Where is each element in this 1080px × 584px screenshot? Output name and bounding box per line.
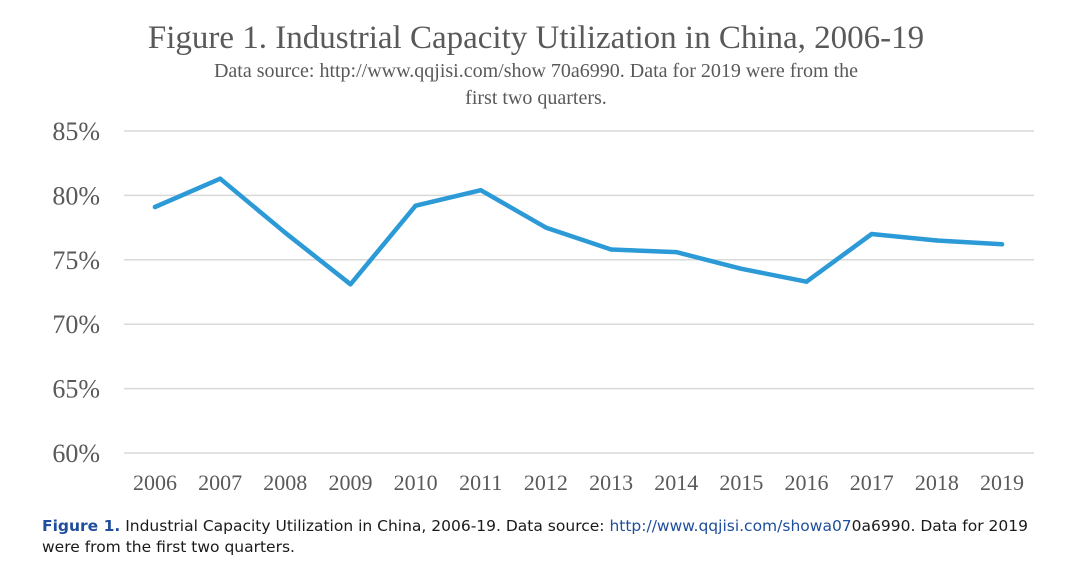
data-point <box>804 279 809 284</box>
series-group <box>152 176 1005 287</box>
x-tick-label: 2013 <box>589 470 633 495</box>
y-tick-label: 75% <box>52 246 100 275</box>
x-tick-label: 2016 <box>785 470 829 495</box>
data-point <box>934 238 940 243</box>
y-axis-ticks: 60% 65% 70% 75% 80% 85% <box>52 117 100 468</box>
data-point <box>478 188 483 193</box>
x-tick-label: 2009 <box>328 470 372 495</box>
data-point <box>739 266 744 272</box>
figure-caption: Figure 1. Industrial Capacity Utilizatio… <box>42 516 1042 558</box>
y-tick-label: 85% <box>52 117 100 146</box>
x-tick-label: 2011 <box>459 470 502 495</box>
gridlines <box>124 130 1034 454</box>
data-point <box>608 247 614 252</box>
y-tick-label: 60% <box>52 439 100 468</box>
x-tick-label: 2008 <box>263 470 307 495</box>
caption-line-2: were from the first two quarters. <box>42 538 295 556</box>
data-point <box>413 203 418 208</box>
data-point <box>674 249 679 255</box>
caption-link[interactable]: http://www.qqjisi.com/showa07 <box>609 517 852 535</box>
caption-text-after-link: 0a6990. Data for 2019 <box>851 517 1028 535</box>
x-tick-label: 2012 <box>524 470 568 495</box>
chart-subtitle-line-1: Data source: http://www.qqjisi.com/show … <box>214 60 858 82</box>
x-tick-label: 2018 <box>915 470 959 495</box>
chart-title: Figure 1. Industrial Capacity Utilizatio… <box>148 20 924 56</box>
caption-text: Industrial Capacity Utilization in China… <box>120 517 610 535</box>
x-tick-label: 2006 <box>133 470 177 495</box>
data-point <box>869 231 874 237</box>
line-chart: Figure 1. Industrial Capacity Utilizatio… <box>52 20 1034 495</box>
data-point <box>543 225 549 230</box>
data-point <box>217 176 223 181</box>
x-tick-label: 2019 <box>980 470 1024 495</box>
y-tick-label: 70% <box>52 310 100 339</box>
x-tick-label: 2015 <box>719 470 763 495</box>
data-point <box>348 282 353 287</box>
x-tick-label: 2017 <box>850 470 894 495</box>
data-point <box>999 242 1005 247</box>
x-tick-label: 2010 <box>394 470 438 495</box>
x-tick-label: 2014 <box>654 470 698 495</box>
chart-subtitle-line-2: first two quarters. <box>465 87 607 109</box>
caption-label: Figure 1. <box>42 517 121 535</box>
x-tick-label: 2007 <box>198 470 242 495</box>
series-line <box>152 176 1005 287</box>
y-tick-label: 80% <box>52 181 100 210</box>
x-axis-ticks: 2006 2007 2008 2009 2010 2011 2012 2013 2014 2015… <box>133 470 1024 495</box>
data-point <box>152 204 158 210</box>
data-point <box>283 230 288 235</box>
y-tick-label: 65% <box>52 375 100 404</box>
